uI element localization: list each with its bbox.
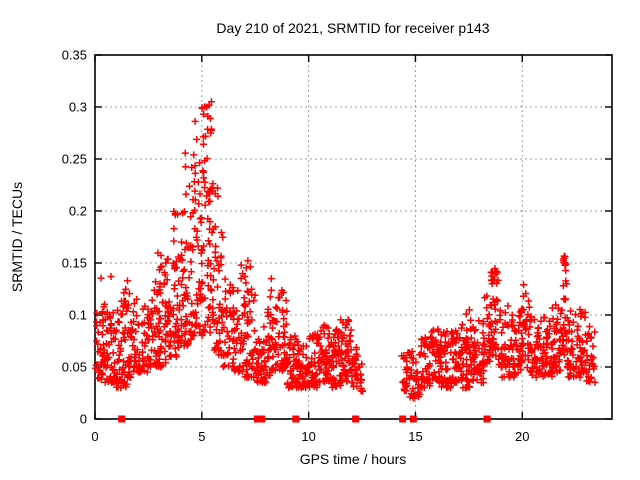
scatter-points bbox=[92, 98, 599, 402]
axis-square-marker bbox=[292, 415, 300, 423]
x-tick-label: 20 bbox=[515, 429, 529, 444]
x-tick-label: 10 bbox=[301, 429, 315, 444]
tick-labels: 0 5 10 15 20 0 0.05 0.1 0.15 0.2 0.25 0.3 0.35 bbox=[62, 48, 530, 445]
axis-square-marker bbox=[409, 415, 417, 423]
x-tick-label: 5 bbox=[198, 429, 205, 444]
axis-square-markers bbox=[118, 415, 491, 423]
y-tick-label: 0.1 bbox=[69, 308, 87, 323]
axis-square-marker bbox=[399, 415, 407, 423]
axis-square-marker bbox=[258, 415, 266, 423]
axis-square-marker bbox=[118, 415, 126, 423]
x-tick-label: 0 bbox=[91, 429, 98, 444]
axis-square-marker bbox=[253, 415, 261, 423]
y-tick-label: 0 bbox=[80, 412, 87, 427]
x-axis-label: GPS time / hours bbox=[300, 451, 407, 467]
chart-title: Day 210 of 2021, SRMTID for receiver p14… bbox=[216, 20, 489, 36]
y-axis-label: SRMTID / TECUs bbox=[9, 182, 25, 292]
y-tick-label: 0.2 bbox=[69, 204, 87, 219]
y-tick-label: 0.05 bbox=[62, 360, 87, 375]
y-tick-label: 0.15 bbox=[62, 256, 87, 271]
axis-square-marker bbox=[352, 415, 360, 423]
y-tick-label: 0.3 bbox=[69, 100, 87, 115]
y-tick-label: 0.25 bbox=[62, 152, 87, 167]
axis-square-marker bbox=[483, 415, 491, 423]
x-tick-label: 15 bbox=[408, 429, 422, 444]
y-tick-label: 0.35 bbox=[62, 48, 87, 63]
